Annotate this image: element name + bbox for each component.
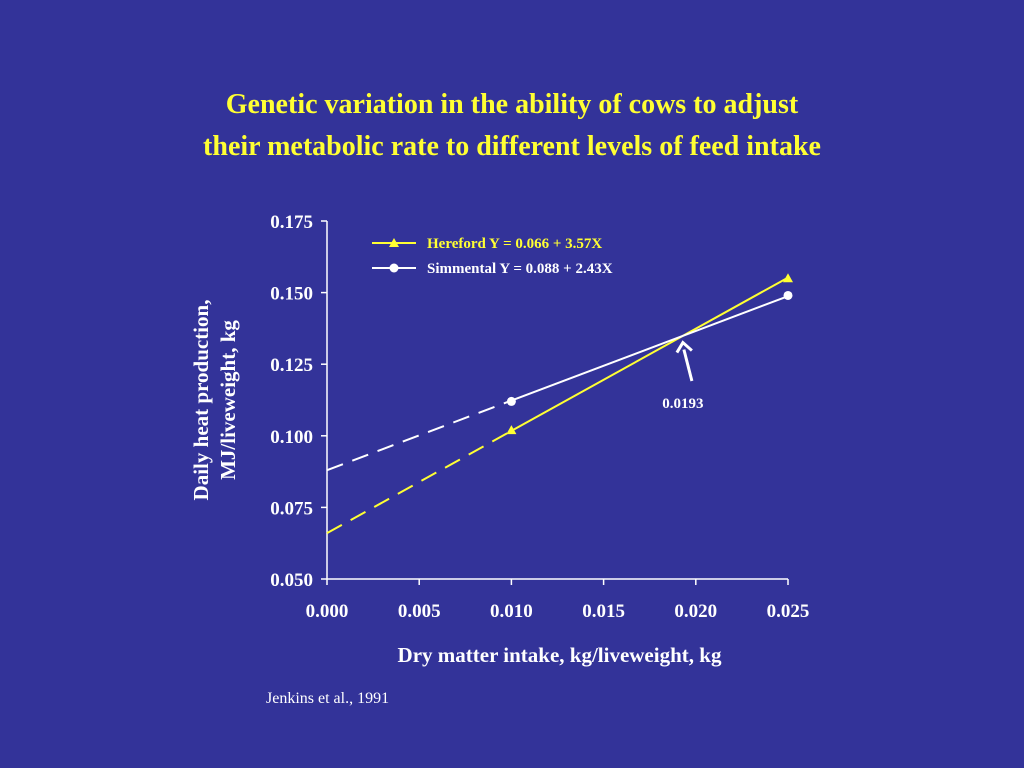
x-axis-label: Dry matter intake, kg/liveweight, kg bbox=[398, 643, 722, 667]
x-tick-label: 0.000 bbox=[306, 601, 349, 622]
x-tick-label: 0.020 bbox=[674, 601, 717, 622]
y-axis-label-line-2: MJ/liveweight, kg bbox=[216, 320, 240, 480]
annotation-arrowhead bbox=[675, 340, 693, 354]
y-tick-label: 0.075 bbox=[270, 498, 313, 519]
series-line bbox=[510, 276, 789, 432]
citation: Jenkins et al., 1991 bbox=[266, 690, 390, 707]
x-tick-label: 0.010 bbox=[490, 601, 533, 622]
y-tick-label: 0.125 bbox=[270, 355, 313, 376]
y-tick-label: 0.100 bbox=[270, 427, 313, 448]
x-tick-label: 0.005 bbox=[398, 601, 441, 622]
simmental-point bbox=[783, 290, 793, 300]
y-tick-label: 0.175 bbox=[270, 212, 313, 233]
series-extrapolation-line bbox=[326, 399, 512, 472]
legend-triangle-marker bbox=[389, 238, 399, 247]
x-tick-label: 0.015 bbox=[582, 601, 625, 622]
legend-entry: Simmental Y = 0.088 + 2.43X bbox=[427, 261, 613, 277]
title-line-2: their metabolic rate to different levels… bbox=[203, 131, 821, 162]
annotation-arrow-shaft bbox=[682, 349, 694, 382]
y-axis-label: Daily heat production, MJ/liveweight, kg bbox=[189, 300, 240, 501]
series-line bbox=[511, 295, 789, 402]
hereford-point bbox=[506, 425, 517, 435]
legend-circle-marker bbox=[389, 263, 399, 273]
y-tick-label: 0.050 bbox=[270, 570, 313, 591]
hereford-point bbox=[783, 273, 793, 283]
x-tick-label: 0.025 bbox=[767, 601, 810, 622]
legend-entry: Hereford Y = 0.066 + 3.57X bbox=[427, 236, 602, 252]
annotation-label: 0.0193 bbox=[662, 396, 703, 412]
title-line-1: Genetic variation in the ability of cows… bbox=[225, 89, 799, 120]
slide-title: Genetic variation in the ability of cows… bbox=[0, 84, 1024, 168]
series-extrapolation-line bbox=[326, 430, 512, 535]
y-tick-label: 0.150 bbox=[270, 284, 313, 305]
simmental-point bbox=[506, 396, 516, 406]
y-axis-label-line-1: Daily heat production, bbox=[189, 300, 213, 501]
